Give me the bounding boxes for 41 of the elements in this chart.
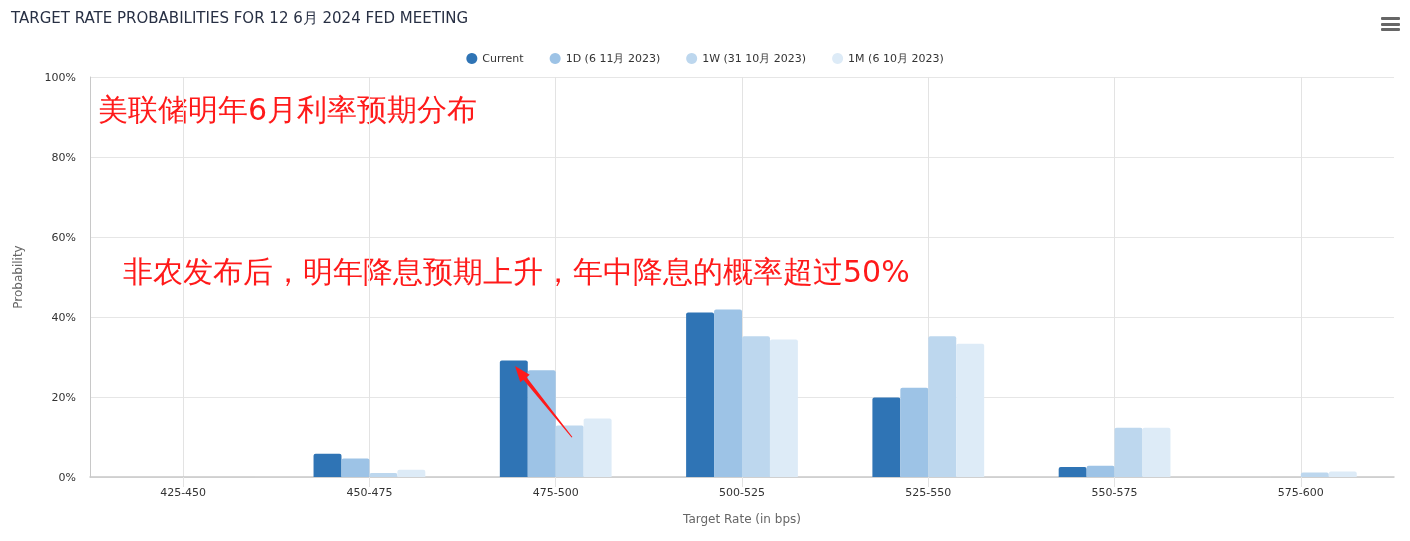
annotation: 非农发布后，明年降息预期上升，年中降息的概率超过50% — [123, 253, 910, 289]
x-tick-label: 450-475 — [346, 486, 393, 499]
x-axis-title: Target Rate (in bps) — [682, 512, 801, 526]
x-tick-label: 475-500 — [532, 486, 579, 499]
bar — [583, 418, 612, 477]
bar — [341, 458, 370, 477]
bar — [1300, 472, 1329, 477]
bar — [714, 309, 742, 477]
legend-label: 1D (6 11月 2023) — [565, 52, 661, 65]
legend-label: Current — [482, 52, 525, 65]
bar — [313, 453, 342, 477]
bar — [397, 469, 426, 477]
x-tick-label: 550-575 — [1091, 486, 1138, 499]
bar — [1086, 465, 1115, 477]
bar — [742, 336, 770, 477]
bar — [1142, 427, 1171, 477]
bar — [1058, 467, 1087, 477]
bar — [1114, 427, 1143, 477]
bar — [369, 473, 398, 477]
y-tick-label: 40% — [51, 310, 76, 324]
bar — [956, 343, 985, 477]
bar — [928, 336, 957, 477]
y-tick-label: 80% — [51, 150, 76, 164]
bar — [686, 312, 715, 477]
x-tick-label: 575-600 — [1277, 486, 1324, 499]
x-tick-label: 500-525 — [719, 486, 765, 499]
annotation: 美联储明年6月利率预期分布 — [98, 91, 478, 127]
legend-label: 1W (31 10月 2023) — [702, 52, 807, 65]
y-tick-label: 0% — [58, 470, 76, 484]
bar — [1328, 471, 1357, 477]
y-tick-label: 20% — [51, 390, 76, 404]
bar — [900, 387, 929, 477]
y-tick-label: 100% — [44, 70, 76, 84]
bar — [872, 397, 901, 477]
x-tick-label: 525-550 — [905, 486, 952, 499]
y-axis-title: Probability — [11, 245, 25, 309]
bar — [769, 339, 798, 477]
legend-label: 1M (6 10月 2023) — [848, 52, 944, 65]
chart-title: TARGET RATE PROBABILITIES FOR 12 6月 2024 FED MEETING — [10, 8, 469, 27]
y-tick-label: 60% — [51, 230, 76, 244]
x-tick-label: 425-450 — [160, 486, 207, 499]
